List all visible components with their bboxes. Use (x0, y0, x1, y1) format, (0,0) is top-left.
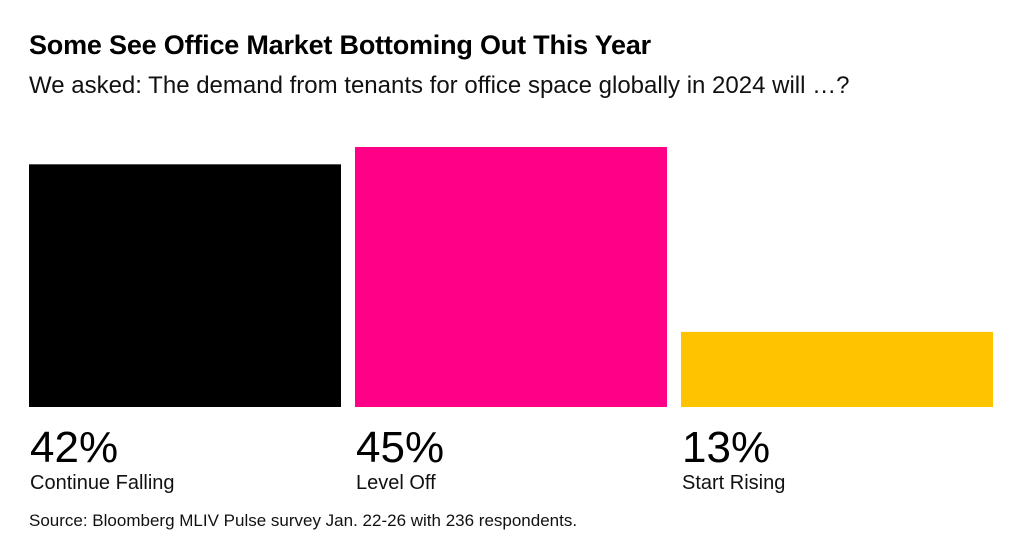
category-label: Start Rising (682, 472, 785, 494)
value-label: 13% (682, 423, 770, 472)
value-label: 45% (356, 423, 444, 472)
chart-title: Some See Office Market Bottoming Out Thi… (29, 30, 651, 60)
category-label: Continue Falling (30, 472, 175, 494)
category-label: Level Off (356, 472, 436, 494)
bar-level-off (355, 147, 667, 407)
bar-start-rising (681, 331, 993, 407)
chart-subtitle: We asked: The demand from tenants for of… (29, 72, 850, 99)
bar-continue-falling (29, 164, 341, 407)
value-label: 42% (30, 423, 118, 472)
source-note: Source: Bloomberg MLIV Pulse survey Jan.… (29, 511, 578, 530)
